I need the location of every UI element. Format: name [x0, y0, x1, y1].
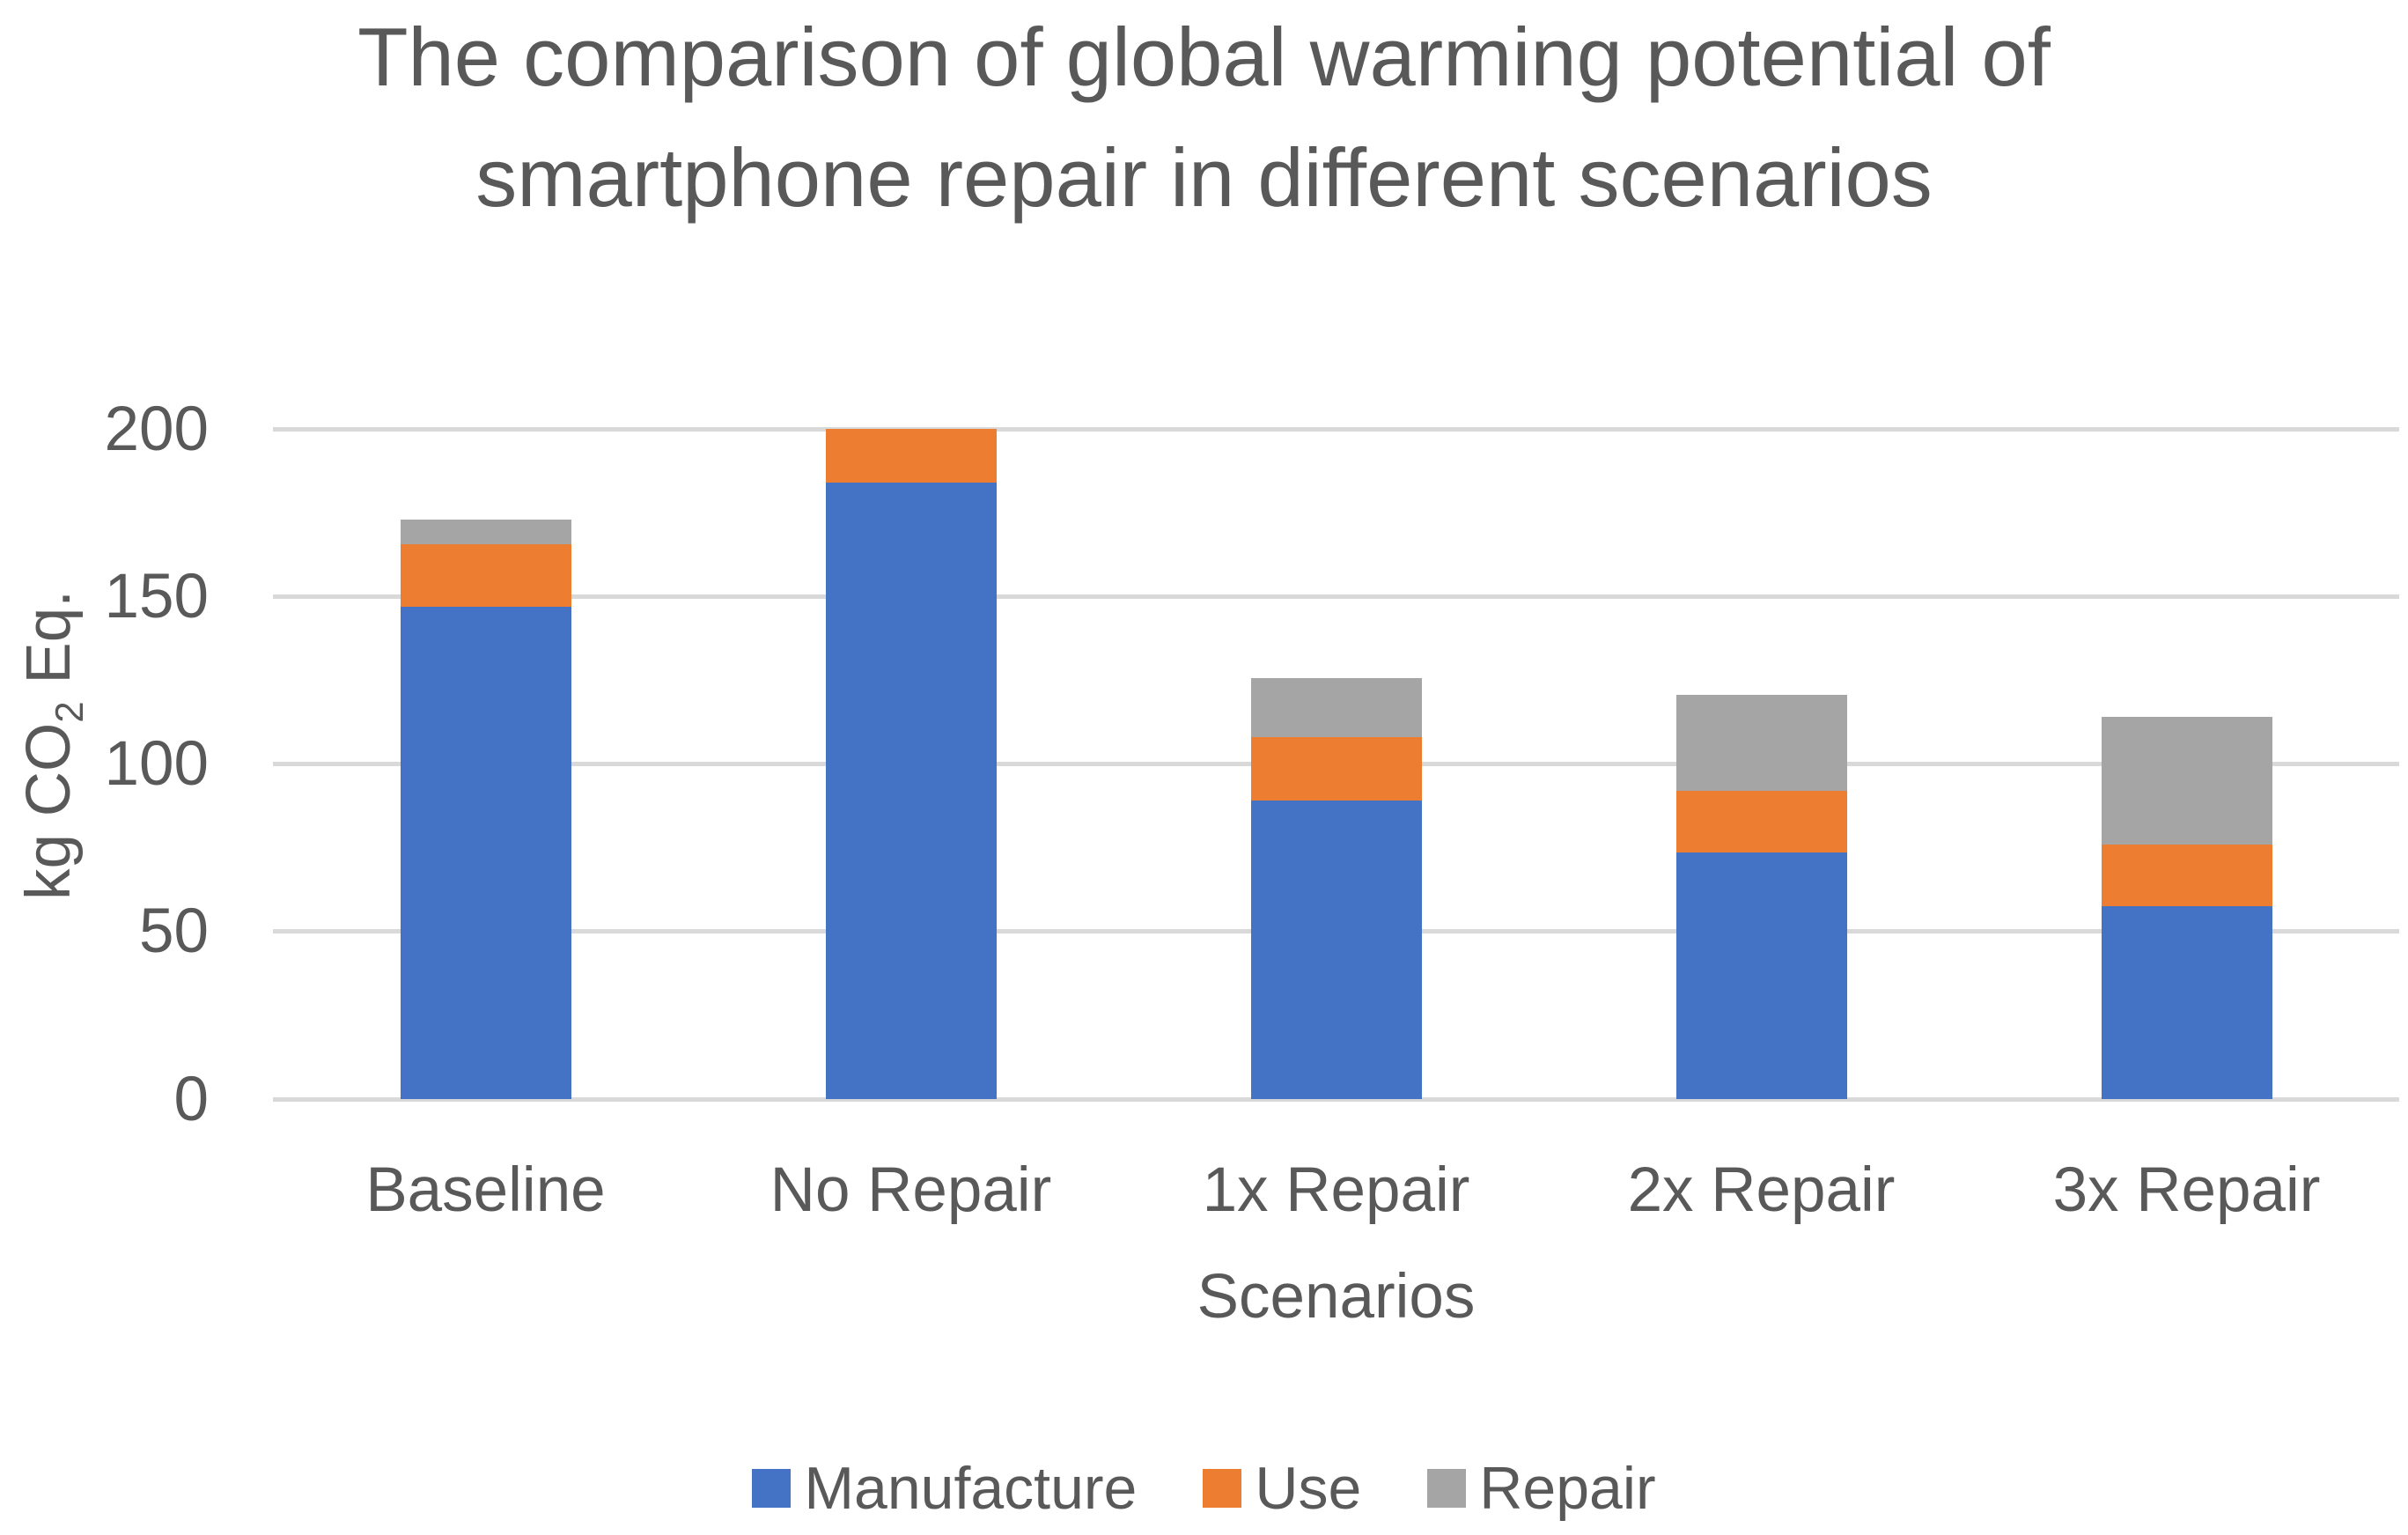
legend: Manufacture Use Repair	[0, 1453, 2408, 1524]
x-category-label-no-repair: No Repair	[770, 1155, 1052, 1225]
x-category-label-1x-repair: 1x Repair	[1202, 1155, 1470, 1225]
gridline-0	[273, 1096, 2399, 1102]
legend-swatch-use	[1203, 1469, 1242, 1508]
bar-2x-repair-manufacture	[1675, 852, 1847, 1099]
bar-1x-repair-manufacture	[1250, 801, 1422, 1099]
legend-label-repair: Repair	[1479, 1455, 1656, 1522]
legend-item-manufacture: Manufacture	[752, 1454, 1137, 1523]
x-category-label-2x-repair: 2x Repair	[1627, 1155, 1896, 1225]
bar-1x-repair-repair	[1250, 678, 1422, 738]
chart-title: The comparison of global warming potenti…	[0, 0, 2408, 238]
gridline-150	[273, 594, 2399, 599]
bar-2x-repair-repair	[1675, 695, 1847, 791]
gridline-200	[273, 426, 2399, 432]
x-category-label-3x-repair: 3x Repair	[2052, 1155, 2321, 1225]
x-category-label-baseline: Baseline	[365, 1155, 606, 1225]
y-tick-label-150: 150	[104, 561, 209, 631]
bar-2x-repair-use	[1675, 790, 1847, 853]
bar-baseline-use	[400, 544, 571, 607]
bar-3x-repair-manufacture	[2101, 906, 2272, 1099]
bar-no-repair-use	[825, 429, 997, 483]
legend-item-use: Use	[1203, 1454, 1361, 1523]
legend-item-repair: Repair	[1427, 1454, 1656, 1523]
legend-label-manufacture: Manufacture	[804, 1455, 1138, 1522]
legend-swatch-repair	[1427, 1469, 1467, 1508]
chart-title-line-2: smartphone repair in different scenarios	[475, 131, 1933, 224]
chart-title-line-1: The comparison of global warming potenti…	[357, 11, 2051, 103]
y-tick-label-50: 50	[139, 897, 209, 967]
y-tick-label-100: 100	[104, 729, 209, 799]
y-tick-label-0: 0	[173, 1064, 210, 1134]
bar-baseline-repair	[400, 519, 571, 545]
bar-1x-repair-use	[1250, 737, 1422, 801]
bar-3x-repair-repair	[2101, 717, 2272, 845]
bar-baseline-manufacture	[400, 606, 571, 1099]
bar-3x-repair-use	[2101, 844, 2272, 907]
x-axis-title: Scenarios	[1197, 1261, 1476, 1332]
legend-label-use: Use	[1255, 1455, 1362, 1522]
legend-swatch-manufacture	[752, 1469, 792, 1508]
bar-no-repair-manufacture	[825, 482, 997, 1099]
y-tick-label-200: 200	[104, 394, 209, 464]
